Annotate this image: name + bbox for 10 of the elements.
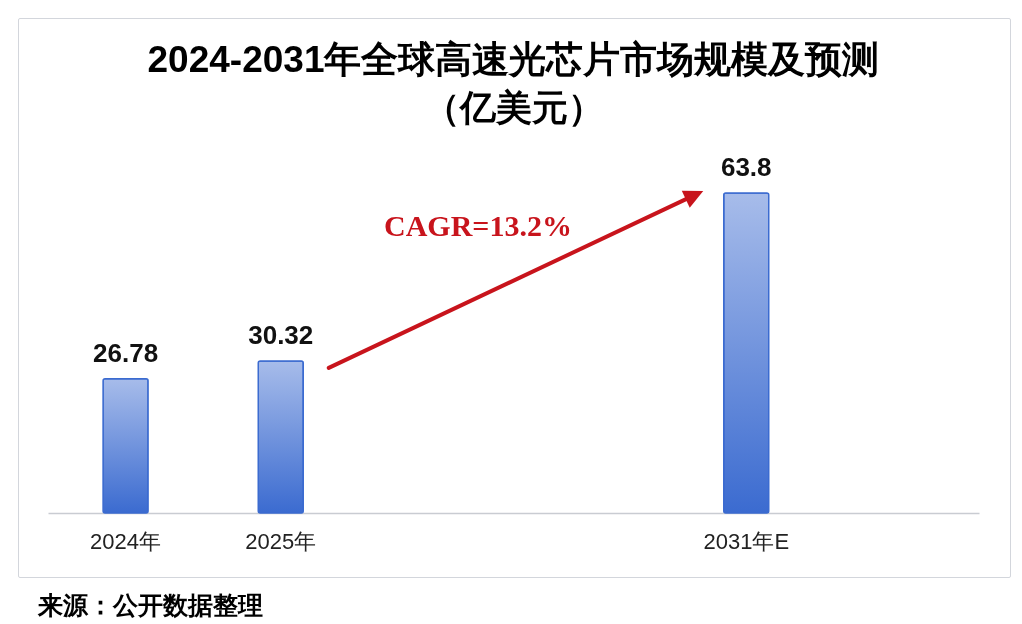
- data-label: 63.8: [720, 152, 772, 182]
- chart-subtitle: （亿美元）: [423, 87, 604, 128]
- x-tick-label: 2025年: [245, 528, 317, 554]
- x-tick-label: 2031年E: [703, 528, 790, 554]
- x-tick-label: 2024年: [90, 528, 162, 554]
- source-note: 来源：公开数据整理: [37, 591, 263, 619]
- chart-title: 2024-2031年全球高速光芯片市场规模及预测: [147, 39, 880, 80]
- annotation: CAGR=13.2%: [384, 209, 572, 243]
- data-label: 30.32: [248, 319, 314, 350]
- data-label: 26.78: [93, 337, 159, 368]
